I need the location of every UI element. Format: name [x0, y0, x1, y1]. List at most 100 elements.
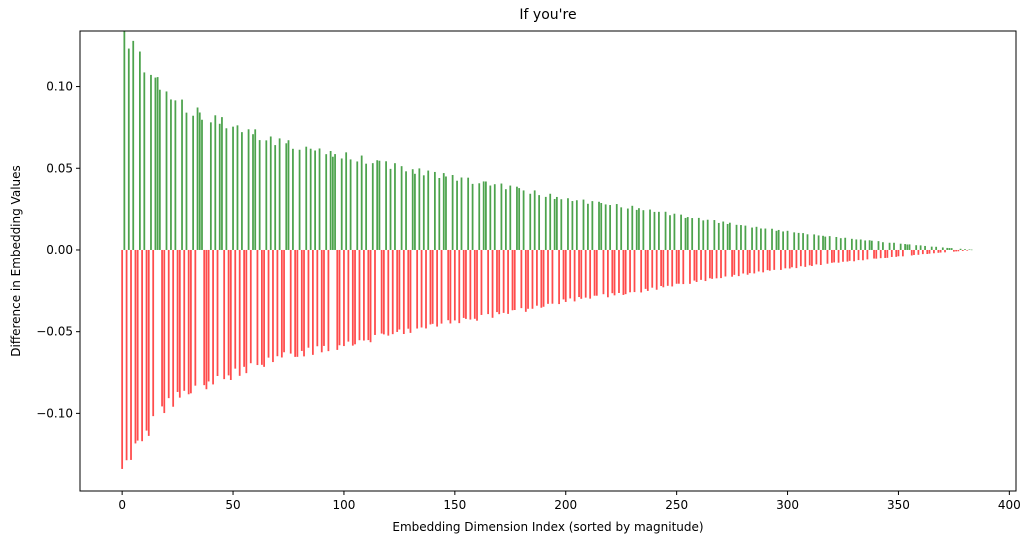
bar: [700, 249, 702, 280]
bar: [305, 146, 308, 250]
bar: [755, 226, 758, 250]
bar: [394, 163, 396, 250]
bar: [369, 249, 372, 343]
bar: [744, 225, 747, 250]
bar: [582, 199, 585, 250]
bar: [205, 249, 208, 390]
bar: [194, 249, 197, 386]
bar: [229, 249, 232, 380]
bar: [289, 249, 292, 354]
bar: [853, 249, 855, 262]
bar: [624, 249, 627, 295]
bar: [793, 232, 796, 250]
bar: [371, 163, 374, 250]
bar: [549, 193, 552, 250]
bar: [695, 249, 698, 282]
bar: [724, 249, 727, 277]
y-axis-label: Difference in Embedding Values: [9, 165, 23, 357]
bar: [622, 249, 625, 295]
bar: [780, 249, 782, 270]
bar: [728, 222, 731, 250]
bar: [241, 132, 243, 250]
bar: [260, 249, 263, 365]
bar: [928, 249, 931, 254]
bar: [615, 204, 618, 250]
bar: [895, 249, 898, 257]
bar: [642, 210, 645, 250]
bar: [915, 245, 918, 250]
bar: [203, 249, 206, 386]
bar: [890, 249, 893, 257]
bar: [653, 211, 656, 250]
bar: [970, 249, 973, 251]
bar: [367, 249, 370, 341]
y-tick-label: −0.10: [36, 406, 73, 420]
bar: [584, 249, 587, 298]
bar: [218, 123, 221, 250]
bar: [451, 174, 454, 250]
bar: [777, 229, 780, 250]
bar: [201, 119, 203, 250]
bar: [465, 249, 467, 319]
bar: [959, 248, 962, 250]
bar: [141, 249, 143, 442]
bar: [274, 145, 277, 250]
bar: [742, 249, 745, 274]
bars-group: [121, 31, 973, 469]
y-tick-label: 0.00: [46, 243, 73, 257]
bar: [717, 222, 720, 250]
bar: [225, 128, 228, 250]
bar: [294, 249, 297, 357]
bar: [578, 249, 580, 298]
bar: [234, 249, 237, 369]
bar: [480, 249, 483, 315]
bar: [163, 249, 166, 414]
bar: [868, 240, 871, 250]
bar: [442, 173, 445, 250]
bar: [238, 249, 241, 376]
bar: [265, 140, 268, 250]
bar: [360, 155, 363, 250]
bar: [132, 40, 135, 250]
bar: [547, 249, 549, 304]
bar: [646, 249, 649, 291]
bar: [252, 134, 254, 250]
bar: [551, 249, 554, 304]
bar: [766, 249, 769, 271]
y-tick-label: 0.05: [46, 161, 73, 175]
bar: [349, 159, 352, 250]
bar: [904, 244, 906, 250]
bar: [604, 204, 607, 250]
bar: [606, 249, 609, 298]
bar: [884, 249, 887, 258]
bar: [307, 249, 310, 348]
bar: [520, 249, 523, 309]
bar: [613, 249, 616, 296]
bar: [187, 249, 190, 395]
x-tick-label: 400: [998, 498, 1021, 512]
bar: [447, 249, 450, 321]
bar: [773, 249, 776, 270]
bar: [558, 249, 560, 305]
bar: [633, 249, 636, 293]
bar: [504, 189, 507, 250]
bar: [267, 249, 270, 358]
bar: [130, 249, 132, 460]
bar: [788, 249, 791, 269]
bar: [731, 249, 733, 277]
x-tick-label: 100: [332, 498, 355, 512]
bar: [560, 199, 563, 250]
bar: [462, 249, 465, 318]
bar: [136, 249, 139, 441]
bar: [649, 209, 651, 250]
bar: [961, 249, 964, 251]
bar: [835, 236, 838, 250]
bar: [806, 234, 809, 250]
bar: [950, 248, 953, 250]
bar: [921, 249, 924, 255]
bar: [611, 249, 614, 294]
bar: [855, 239, 858, 250]
bar: [513, 249, 516, 311]
bar: [138, 51, 141, 250]
bar: [172, 249, 175, 407]
